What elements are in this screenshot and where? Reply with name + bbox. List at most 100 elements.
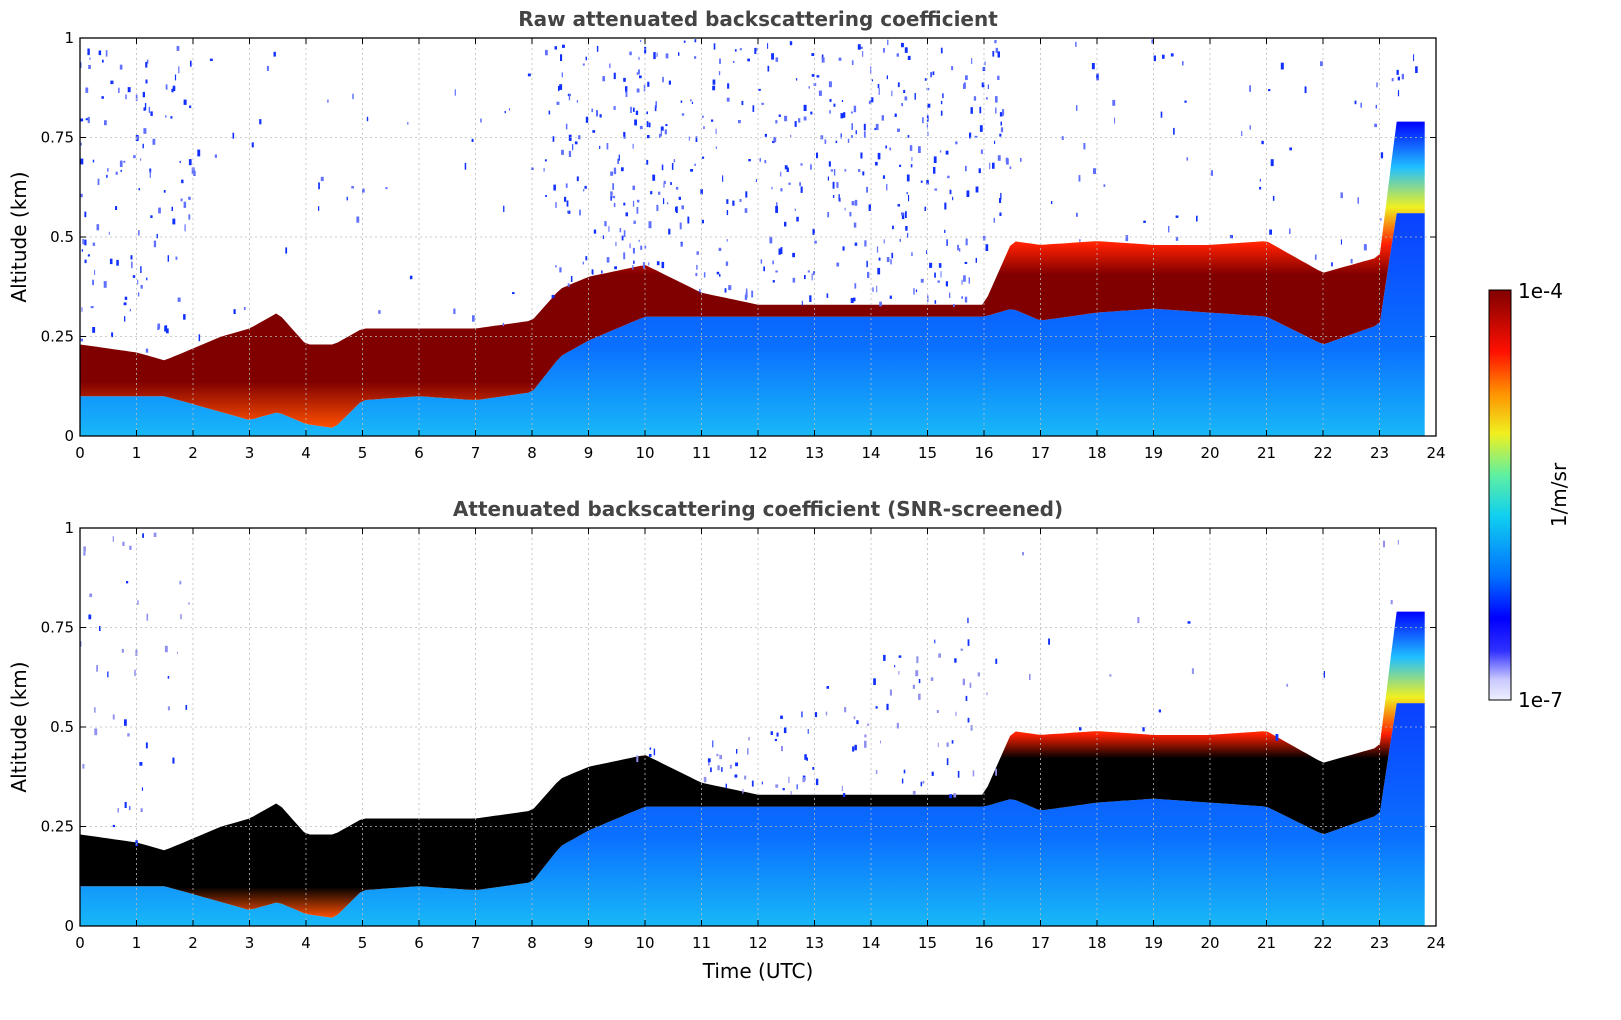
noise-pixel <box>615 241 617 247</box>
noise-pixel <box>719 754 722 760</box>
noise-pixel <box>903 89 906 93</box>
noise-pixel <box>80 118 84 122</box>
noise-pixel <box>1397 76 1400 81</box>
noise-pixel <box>864 734 867 738</box>
noise-pixel <box>780 715 783 719</box>
x-tick-label: 0 <box>75 934 85 952</box>
y-tick-label: 1 <box>64 519 74 537</box>
noise-pixel <box>769 236 773 244</box>
noise-pixel <box>665 124 668 127</box>
x-tick-label: 14 <box>861 444 880 462</box>
noise-pixel <box>665 53 669 59</box>
noise-pixel <box>1075 41 1077 47</box>
noise-pixel <box>965 238 968 246</box>
noise-pixel <box>1363 244 1367 251</box>
noise-pixel <box>145 79 148 84</box>
noise-pixel <box>527 73 531 77</box>
y-tick-label: 0.5 <box>50 228 74 246</box>
x-tick-label: 15 <box>918 934 937 952</box>
noise-pixel <box>193 170 196 176</box>
panel2-grid <box>80 528 1436 926</box>
noise-pixel <box>148 106 151 113</box>
noise-pixel <box>744 775 747 780</box>
noise-pixel <box>962 678 965 686</box>
noise-pixel <box>905 226 908 231</box>
noise-pixel <box>1020 158 1022 162</box>
noise-pixel <box>772 280 775 283</box>
noise-pixel <box>800 186 803 193</box>
x-tick-label: 1 <box>132 934 142 952</box>
noise-pixel <box>88 65 91 69</box>
noise-pixel <box>885 145 887 149</box>
noise-pixel <box>170 116 173 119</box>
x-tick-label: 1 <box>132 444 142 462</box>
x-tick-label: 2 <box>188 444 198 462</box>
noise-pixel <box>80 62 82 68</box>
noise-pixel <box>662 76 664 83</box>
noise-pixel <box>601 270 603 274</box>
noise-pixel <box>863 131 866 138</box>
noise-pixel <box>868 204 871 211</box>
noise-pixel <box>963 275 966 282</box>
noise-pixel <box>606 257 610 263</box>
panel2-x-axis: 0 1 2 3 4 5 6 7 8 9 10 11 12 13 14 15 16 17 18 19 20 21 22 23 24 <box>75 528 1446 952</box>
noise-pixel <box>911 157 913 161</box>
noise-pixel <box>968 277 970 284</box>
noise-pixel <box>826 686 829 689</box>
noise-pixel <box>725 261 729 266</box>
noise-pixel <box>696 264 698 270</box>
noise-pixel <box>1175 236 1179 241</box>
noise-pixel <box>653 748 656 756</box>
noise-pixel <box>1270 159 1274 167</box>
noise-pixel <box>964 261 968 264</box>
noise-pixel <box>646 111 648 115</box>
noise-pixel <box>735 762 738 767</box>
noise-pixel <box>842 793 846 797</box>
noise-pixel <box>198 334 201 342</box>
noise-pixel <box>83 551 86 556</box>
noise-pixel <box>997 155 1001 161</box>
noise-pixel <box>650 191 653 195</box>
noise-pixel <box>854 242 858 246</box>
noise-pixel <box>987 84 989 89</box>
noise-pixel <box>124 296 128 300</box>
noise-pixel <box>1268 89 1271 92</box>
noise-pixel <box>1079 727 1082 731</box>
noise-pixel <box>1396 69 1399 75</box>
noise-pixel <box>712 740 714 748</box>
noise-pixel <box>995 658 998 664</box>
noise-pixel <box>502 322 504 327</box>
noise-pixel <box>1415 66 1418 73</box>
noise-pixel <box>136 136 140 140</box>
noise-pixel <box>967 617 969 624</box>
noise-pixel <box>134 669 136 677</box>
noise-pixel <box>811 53 815 56</box>
noise-pixel <box>914 93 916 100</box>
noise-pixel <box>836 262 840 267</box>
noise-pixel <box>640 245 643 250</box>
noise-pixel <box>145 61 148 68</box>
noise-pixel <box>88 614 92 620</box>
noise-pixel <box>920 278 924 283</box>
x-tick-label: 16 <box>974 444 993 462</box>
noise-pixel <box>158 207 161 214</box>
noise-pixel <box>1249 85 1251 92</box>
y-tick-label: 0.75 <box>41 619 74 637</box>
noise-pixel <box>634 119 637 126</box>
noise-pixel <box>899 238 901 242</box>
noise-pixel <box>632 200 635 207</box>
noise-pixel <box>129 545 132 550</box>
noise-pixel <box>596 45 599 52</box>
noise-pixel <box>1280 62 1284 70</box>
noise-pixel <box>961 296 963 299</box>
noise-pixel <box>931 771 934 776</box>
noise-pixel <box>153 532 157 537</box>
noise-pixel <box>890 259 892 265</box>
noise-pixel <box>775 120 778 124</box>
noise-pixel <box>648 221 652 229</box>
noise-pixel <box>553 184 556 191</box>
noise-pixel <box>599 114 602 118</box>
noise-pixel <box>138 230 140 236</box>
noise-pixel <box>944 229 946 233</box>
